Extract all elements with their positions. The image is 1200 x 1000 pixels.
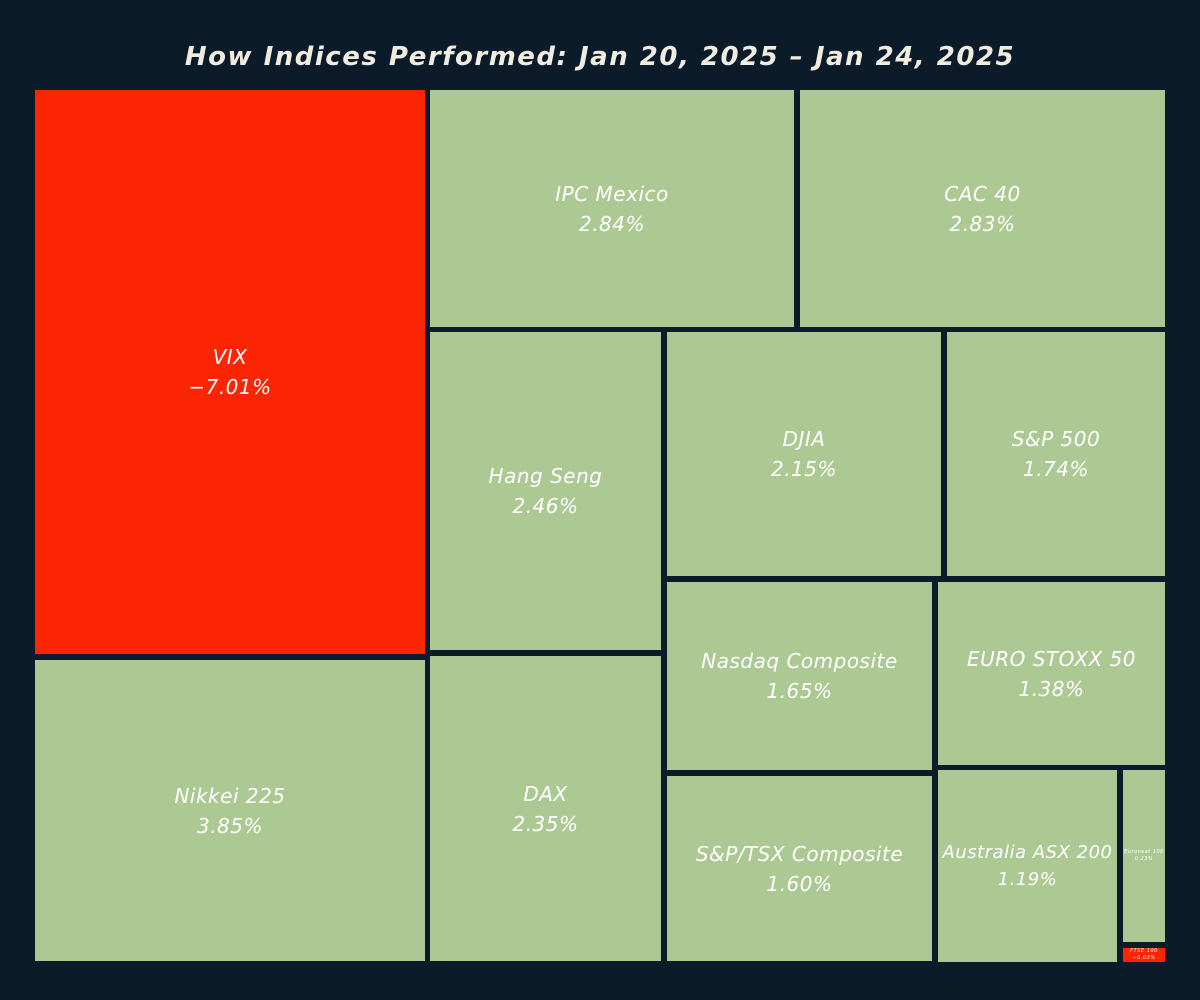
treemap-tile-sp-500: S&P 500 1.74%	[947, 332, 1165, 576]
tile-change-value: 1.74%	[1022, 457, 1090, 481]
treemap-tile-nikkei-225: Nikkei 225 3.85%	[35, 660, 425, 961]
tile-index-name: DAX	[523, 781, 568, 806]
tile-index-name: Nasdaq Composite	[701, 649, 898, 673]
tile-change-value: 1.38%	[1018, 676, 1085, 701]
treemap-tile-australia-asx-200: Australia ASX 200 1.19%	[938, 770, 1117, 962]
tile-change-value: −0.03%	[1132, 955, 1156, 961]
chart-title: How Indices Performed: Jan 20, 2025 – Ja…	[184, 42, 1016, 72]
tile-change-value: −7.01%	[188, 375, 272, 399]
treemap-tile-euro-stoxx-50: EURO STOXX 50 1.38%	[938, 582, 1165, 765]
tile-change-value: 3.85%	[196, 813, 264, 838]
treemap-tile-cac-40: CAC 40 2.83%	[800, 90, 1165, 327]
tile-index-name: Euronext 100	[1124, 848, 1164, 855]
tile-change-value: 1.60%	[766, 871, 833, 896]
treemap-tile-djia: DJIA 2.15%	[667, 332, 941, 576]
tile-index-name: S&P 500	[1011, 427, 1101, 451]
treemap-tile-vix: VIX −7.01%	[35, 90, 425, 654]
treemap-tile-hang-seng: Hang Seng 2.46%	[430, 332, 661, 650]
tile-change-value: 0.23%	[1134, 856, 1154, 862]
tile-index-name: VIX	[212, 345, 248, 369]
tile-index-name: Nikkei 225	[174, 783, 286, 808]
tile-index-name: Hang Seng	[488, 464, 603, 488]
tile-index-name: DJIA	[782, 427, 826, 451]
tile-change-value: 2.46%	[512, 494, 579, 518]
treemap-tile-nasdaq-composite: Nasdaq Composite 1.65%	[667, 582, 932, 770]
tile-index-name: IPC Mexico	[555, 181, 669, 206]
tile-change-value: 1.65%	[766, 679, 833, 703]
treemap-tile-ftse-100: FTSE 100 −0.03%	[1123, 948, 1165, 962]
tile-change-value: 2.35%	[512, 811, 579, 836]
tile-change-value: 2.84%	[578, 211, 646, 236]
tile-index-name: CAC 40	[944, 181, 1021, 206]
tile-change-value: 1.19%	[997, 868, 1058, 890]
treemap-tile-sp-tsx-composite: S&P/TSX Composite 1.60%	[667, 776, 932, 961]
treemap-tile-ipc-mexico: IPC Mexico 2.84%	[430, 90, 794, 327]
tile-index-name: FTSE 100	[1130, 948, 1158, 954]
tile-index-name: EURO STOXX 50	[966, 646, 1137, 671]
tile-change-value: 2.83%	[949, 211, 1016, 236]
treemap-tile-dax: DAX 2.35%	[430, 656, 661, 961]
tile-index-name: S&P/TSX Composite	[695, 841, 904, 866]
treemap-tile-euronext-100: Euronext 100 0.23%	[1123, 770, 1165, 942]
tile-index-name: Australia ASX 200	[942, 841, 1113, 863]
tile-change-value: 2.15%	[770, 457, 838, 481]
